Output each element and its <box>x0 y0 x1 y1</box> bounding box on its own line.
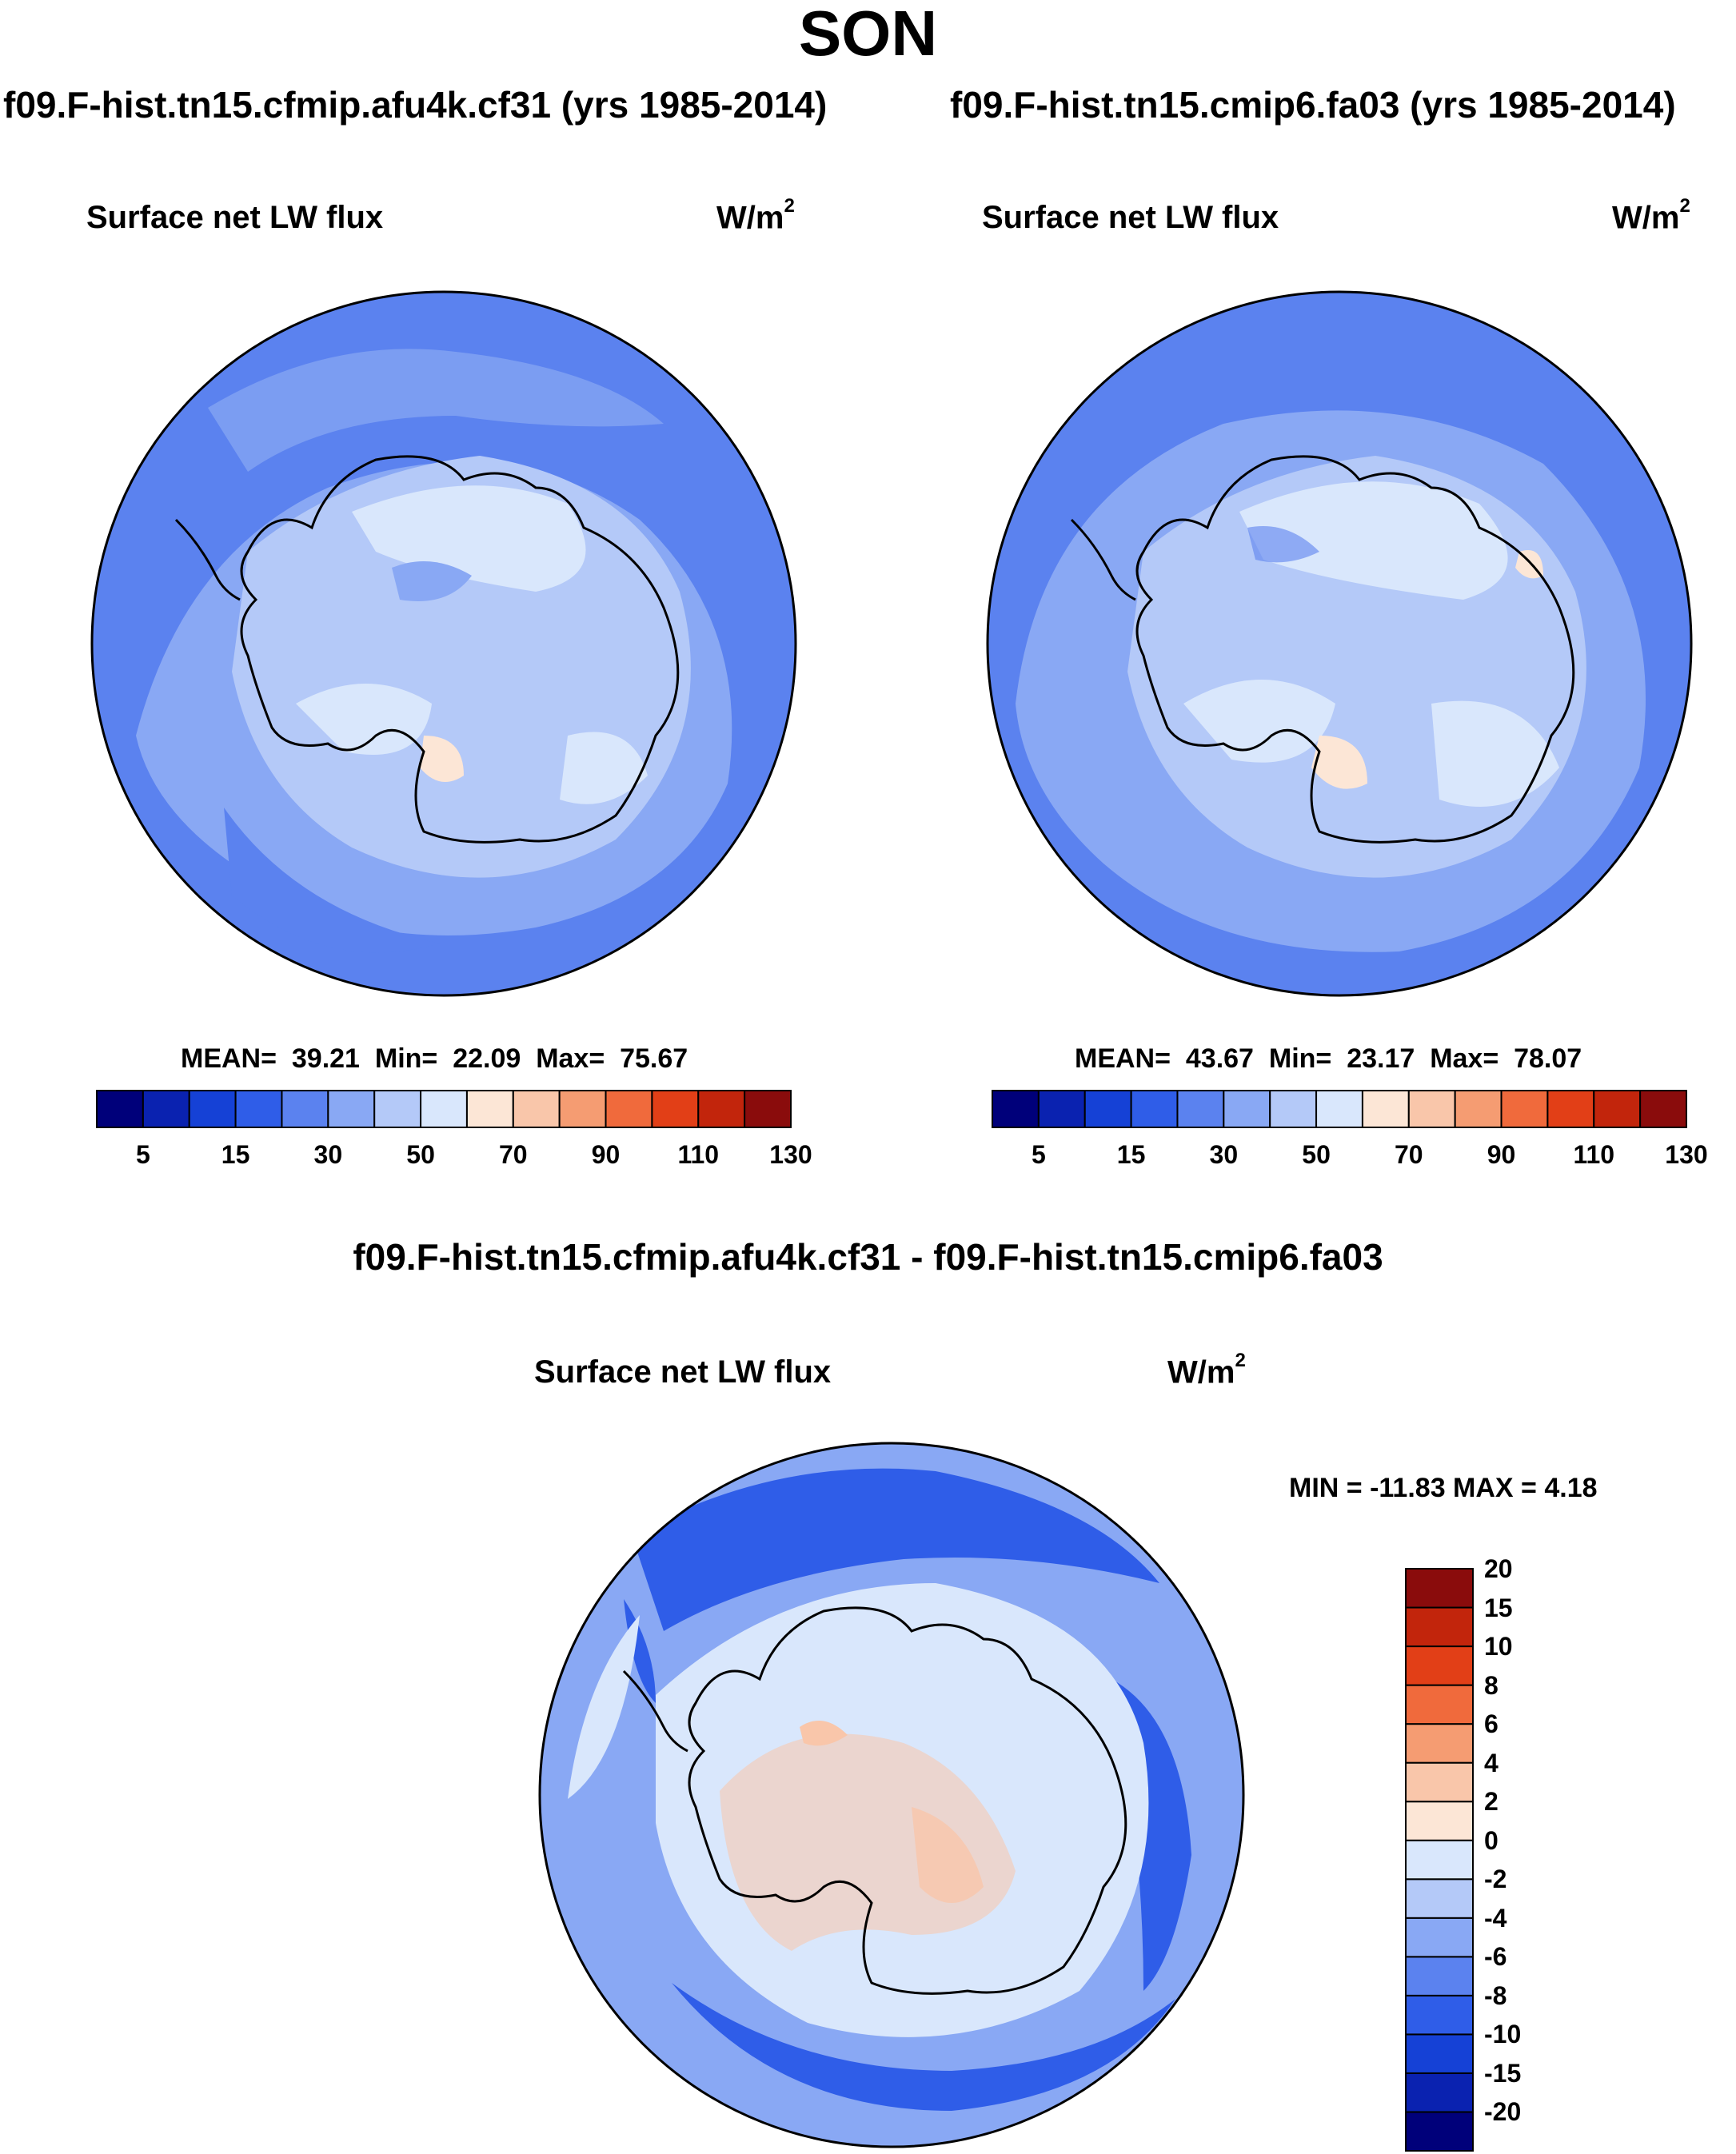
variable-label-diff: Surface net LW flux <box>534 1354 832 1390</box>
stats-right: MEAN= 43.67 Min= 23.17 Max= 78.07 <box>1075 1043 1582 1074</box>
colorbar-tick-label: 30 <box>313 1140 343 1169</box>
colorbar-swatch <box>512 1090 561 1128</box>
colorbar-swatch <box>1405 1684 1474 1725</box>
case-title-left: f09.F-hist.tn15.cfmip.afu4k.cf31 (yrs 19… <box>3 84 828 126</box>
colorbar-tick-label: -20 <box>1484 2097 1522 2127</box>
colorbar-tick-label: 20 <box>1484 1554 1513 1583</box>
colorbar-swatch <box>1405 1956 1474 1996</box>
colorbar-tick-label: 0 <box>1484 1825 1499 1855</box>
colorbar-swatch <box>281 1090 329 1128</box>
polar-map-left <box>90 290 797 997</box>
colorbar-tick-label: 70 <box>499 1140 528 1169</box>
colorbar-tick-label: 70 <box>1395 1140 1423 1169</box>
colorbar-swatch <box>1269 1090 1318 1128</box>
units-label-diff: W/m2 <box>1167 1350 1246 1390</box>
colorbar-swatch <box>1546 1090 1595 1128</box>
colorbar-swatch <box>1593 1090 1642 1128</box>
colorbar-swatch <box>1405 1761 1474 1803</box>
colorbar-swatch <box>1405 1568 1474 1609</box>
figure-title: SON <box>798 0 938 69</box>
colorbar-swatch <box>1130 1090 1179 1128</box>
colorbar-tick-label: -10 <box>1484 2020 1522 2049</box>
colorbar-ticks-diff: -20 -15 -10 -8 -6 -4 -2 0 2 4 6 8 10 15 20 <box>1484 1554 1580 2152</box>
colorbar-swatch <box>1405 2072 1474 2113</box>
colorbar-swatch <box>327 1090 376 1128</box>
colorbar-left <box>96 1090 792 1128</box>
colorbar-swatch <box>1500 1090 1549 1128</box>
units-label-left: W/m2 <box>716 195 795 236</box>
colorbar-swatch <box>1405 1645 1474 1686</box>
polar-map-diff <box>538 1442 1245 2148</box>
colorbar-swatch <box>1639 1090 1687 1128</box>
colorbar-tick-label: 90 <box>591 1140 621 1169</box>
colorbar-tick-label: -6 <box>1484 1942 1507 1972</box>
units-label-right: W/m2 <box>1612 195 1690 236</box>
colorbar-swatch <box>1084 1090 1132 1128</box>
colorbar-swatch <box>1223 1090 1271 1128</box>
colorbar-tick-label: -4 <box>1484 1903 1507 1933</box>
colorbar-swatch <box>1315 1090 1363 1128</box>
colorbar-diff <box>1405 1568 1474 2152</box>
colorbar-tick-label: 8 <box>1484 1670 1499 1700</box>
colorbar-tick-label: -8 <box>1484 1980 1507 2010</box>
stats-diff: MIN = -11.83 MAX = 4.18 <box>1289 1473 1598 1503</box>
colorbar-tick-label: 4 <box>1484 1748 1499 1777</box>
colorbar-tick-label: 130 <box>1665 1140 1708 1169</box>
colorbar-tick-label: 5 <box>1031 1140 1046 1169</box>
colorbar-swatch <box>1405 1878 1474 1919</box>
colorbar-swatch <box>1361 1090 1410 1128</box>
colorbar-swatch <box>558 1090 607 1128</box>
stats-left: MEAN= 39.21 Min= 22.09 Max= 75.67 <box>181 1043 688 1074</box>
colorbar-swatch <box>1405 1917 1474 1958</box>
colorbar-swatch <box>373 1090 422 1128</box>
variable-label-left: Surface net LW flux <box>86 200 384 235</box>
variable-label-right: Surface net LW flux <box>982 200 1279 235</box>
colorbar-ticks-right: 5 15 30 50 70 90 110 130 <box>992 1135 1708 1175</box>
colorbar-tick-label: 90 <box>1487 1140 1516 1169</box>
colorbar-tick-label: 15 <box>1484 1593 1513 1622</box>
colorbar-swatch <box>1405 2111 1474 2152</box>
colorbar-tick-label: 50 <box>1302 1140 1331 1169</box>
colorbar-tick-label: 15 <box>221 1140 250 1169</box>
colorbar-swatch <box>1176 1090 1225 1128</box>
colorbar-tick-label: 5 <box>135 1140 150 1169</box>
colorbar-swatch <box>142 1090 190 1128</box>
colorbar-tick-label: 10 <box>1484 1632 1513 1661</box>
case-title-diff: f09.F-hist.tn15.cfmip.afu4k.cf31 - f09.F… <box>353 1236 1383 1278</box>
colorbar-swatch <box>1405 1801 1474 1841</box>
colorbar-right <box>992 1090 1687 1128</box>
colorbar-tick-label: 30 <box>1209 1140 1239 1169</box>
colorbar-swatch <box>1405 1994 1474 2036</box>
colorbar-tick-label: 15 <box>1116 1140 1146 1169</box>
colorbar-swatch <box>188 1090 237 1128</box>
colorbar-swatch <box>1405 2033 1474 2074</box>
polar-map-right <box>986 290 1693 997</box>
colorbar-swatch <box>1405 1723 1474 1764</box>
colorbar-tick-label: 6 <box>1484 1709 1499 1739</box>
colorbar-tick-label: 130 <box>769 1140 812 1169</box>
colorbar-swatch <box>992 1090 1040 1128</box>
colorbar-swatch <box>96 1090 144 1128</box>
colorbar-ticks-left: 5 15 30 50 70 90 110 130 <box>96 1135 812 1175</box>
colorbar-tick-label: 2 <box>1484 1787 1499 1817</box>
colorbar-swatch <box>1407 1090 1456 1128</box>
colorbar-swatch <box>651 1090 700 1128</box>
colorbar-tick-label: -2 <box>1484 1865 1507 1894</box>
colorbar-swatch <box>605 1090 653 1128</box>
colorbar-tick-label: 50 <box>406 1140 435 1169</box>
colorbar-tick-label: -15 <box>1484 2058 1522 2088</box>
colorbar-swatch <box>234 1090 283 1128</box>
colorbar-swatch <box>1405 1839 1474 1881</box>
colorbar-swatch <box>1454 1090 1503 1128</box>
colorbar-tick-label: 110 <box>1573 1140 1615 1169</box>
colorbar-swatch <box>744 1090 792 1128</box>
colorbar-tick-label: 110 <box>677 1140 720 1169</box>
colorbar-swatch <box>1037 1090 1086 1128</box>
colorbar-swatch <box>1405 1606 1474 1648</box>
case-title-right: f09.F-hist.tn15.cmip6.fa03 (yrs 1985-201… <box>950 84 1676 126</box>
colorbar-swatch <box>697 1090 746 1128</box>
colorbar-swatch <box>465 1090 514 1128</box>
colorbar-swatch <box>420 1090 468 1128</box>
